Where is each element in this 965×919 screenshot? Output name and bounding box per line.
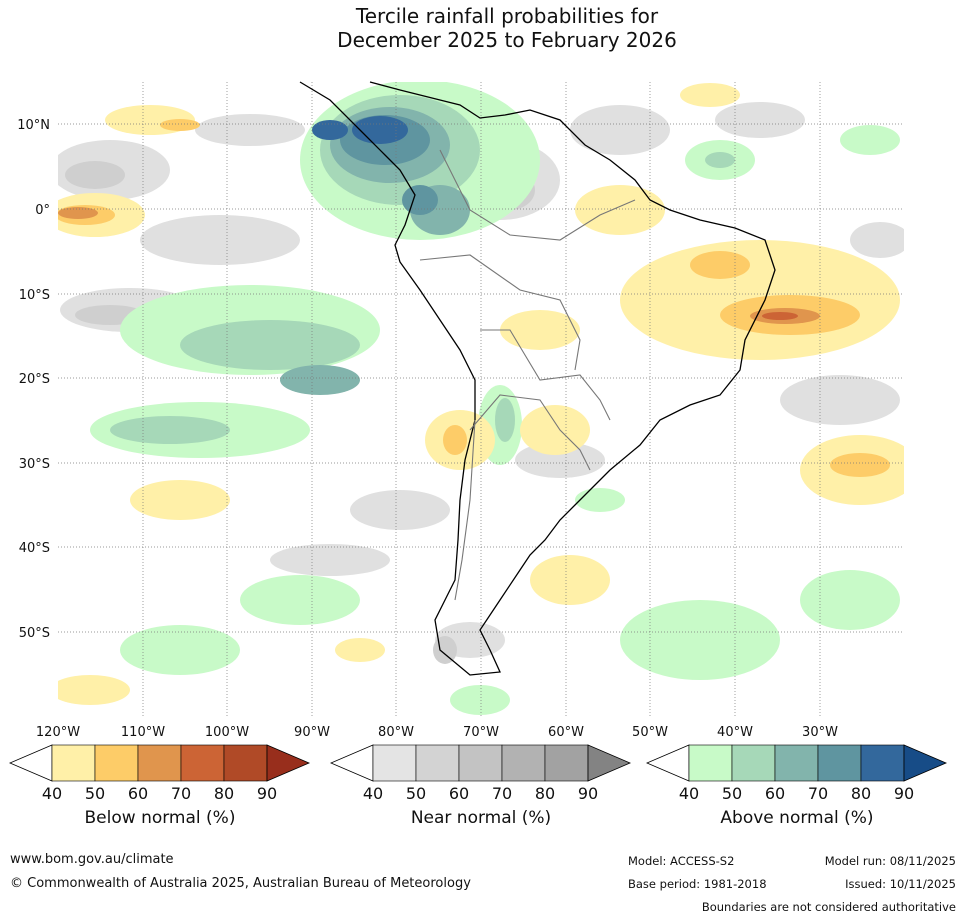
colorbar-segment: [544, 744, 589, 782]
colorbar-tick-label: 40: [363, 784, 383, 803]
colorbar-segment: [774, 744, 819, 782]
lat-label: 10°N: [17, 118, 50, 133]
colorbar-segment: [731, 744, 776, 782]
colorbar-under-triangle: [8, 744, 53, 782]
colorbar-segment: [501, 744, 546, 782]
colorbar-tick-label: 50: [722, 784, 742, 803]
colorbar-tick-label: 50: [406, 784, 426, 803]
colorbar-tick-label: 70: [808, 784, 828, 803]
chart-title: Tercile rainfall probabilities for Decem…: [0, 4, 965, 52]
colorbar-segment: [94, 744, 139, 782]
colorbar-under-triangle: [645, 744, 690, 782]
colorbar-above: 40 50 60 70 80 90: [645, 744, 948, 803]
lon-label: 90°W: [294, 725, 330, 740]
below-normal-label: Below normal (%): [84, 808, 236, 828]
colorbar-over-triangle: [266, 744, 311, 782]
lon-label: 40°W: [717, 725, 753, 740]
colorbar-tick-label: 40: [679, 784, 699, 803]
lon-label: 50°W: [632, 725, 668, 740]
colorbar-segment: [415, 744, 460, 782]
colorbar-segment: [51, 744, 96, 782]
colorbar-segment: [458, 744, 503, 782]
colorbar-tick-label: 50: [85, 784, 105, 803]
colorbar-tick-label: 60: [128, 784, 148, 803]
colorbar-tick-label: 80: [851, 784, 871, 803]
border-argentina: [469, 394, 591, 471]
colorbar-segment: [137, 744, 182, 782]
lat-label: 50°S: [19, 626, 50, 641]
colorbar-tick-label: 60: [765, 784, 785, 803]
footer-disclaimer: Boundaries are not considered authoritat…: [701, 900, 956, 914]
colorbar-segment: [817, 744, 862, 782]
footer-issued: Issued: 10/11/2025: [845, 877, 956, 891]
colorbar-segment: [688, 744, 733, 782]
colorbar-tick-label: 80: [535, 784, 555, 803]
footer-model-run: Model run: 08/11/2025: [824, 854, 956, 868]
colorbar-tick-label: 70: [492, 784, 512, 803]
lon-label: 60°W: [548, 725, 584, 740]
title-line-2: December 2025 to February 2026: [337, 28, 677, 52]
axis-labels: 10°N 0° 10°S 20°S 30°S 40°S 50°S 120°W 1…: [17, 118, 838, 740]
lat-label: 20°S: [19, 372, 50, 387]
footer-url[interactable]: www.bom.gov.au/climate: [10, 852, 174, 867]
colorbars: 40 50 60 70 80 90 40 50 60 70 80 90 40 50 60 70 80 90: [8, 744, 948, 803]
colorbar-segment: [372, 744, 417, 782]
footer-base-period: Base period: 1981-2018: [628, 877, 767, 891]
title-line-1: Tercile rainfall probabilities for: [355, 4, 659, 28]
lat-label: 40°S: [19, 541, 50, 556]
colorbar-over-triangle: [587, 744, 632, 782]
lon-label: 100°W: [205, 725, 249, 740]
colorbar-over-triangle: [903, 744, 948, 782]
lat-label: 0°: [35, 203, 50, 218]
lon-label: 120°W: [36, 725, 80, 740]
colorbar-tick-label: 70: [171, 784, 191, 803]
near-normal-label: Near normal (%): [410, 808, 552, 828]
border-bolivia: [480, 329, 611, 421]
colorbar-below: 40 50 60 70 80 90: [8, 744, 311, 803]
lat-label: 30°S: [19, 457, 50, 472]
lon-label: 80°W: [378, 725, 414, 740]
colorbar-segment: [223, 744, 268, 782]
probability-field: [58, 82, 904, 716]
lat-label: 10°S: [19, 288, 50, 303]
colorbar-tick-label: 90: [894, 784, 914, 803]
lon-label: 110°W: [121, 725, 165, 740]
south-america-coastline: [299, 81, 776, 676]
colorbar-under-triangle: [329, 744, 374, 782]
colorbar-tick-label: 60: [449, 784, 469, 803]
border-chile: [454, 419, 476, 601]
colorbar-tick-label: 80: [214, 784, 234, 803]
lon-label: 30°W: [802, 725, 838, 740]
colorbar-near: 40 50 60 70 80 90: [329, 744, 632, 803]
above-normal-label: Above normal (%): [720, 808, 874, 828]
colorbar-tick-label: 90: [578, 784, 598, 803]
lon-label: 70°W: [463, 725, 499, 740]
colorbar-tick-label: 40: [42, 784, 62, 803]
colorbar-tick-label: 90: [257, 784, 277, 803]
country-borders: [419, 149, 636, 601]
border-north: [439, 149, 636, 241]
footer-copyright: © Commonwealth of Australia 2025, Austra…: [10, 876, 471, 891]
border-peru-brazil: [419, 254, 581, 371]
colorbar-segment: [860, 744, 905, 782]
colorbar-segment: [180, 744, 225, 782]
footer-model: Model: ACCESS-S2: [628, 854, 735, 868]
